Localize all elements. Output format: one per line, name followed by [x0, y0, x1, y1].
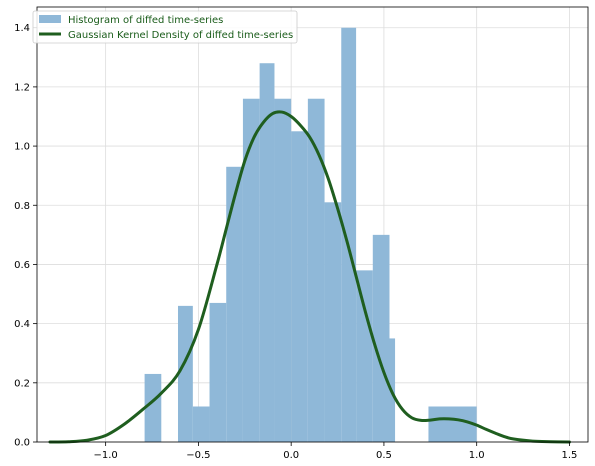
- histogram-bar: [144, 373, 162, 442]
- legend-frame: [32, 10, 298, 44]
- histogram-bar: [177, 305, 193, 442]
- y-tick-label: 0.6: [14, 260, 30, 271]
- y-tick-label: 0.0: [14, 438, 30, 449]
- legend-histogram-swatch: [39, 15, 61, 23]
- x-tick-label: 1.0: [469, 450, 485, 461]
- histogram-bars: [144, 27, 477, 443]
- histogram-bar: [307, 98, 325, 443]
- density-curve-layer: [48, 110, 571, 444]
- x-tick-label: −1.0: [93, 450, 117, 461]
- histogram-bar: [356, 270, 373, 442]
- histogram-bar: [428, 406, 477, 442]
- histogram-bar: [291, 131, 308, 443]
- histogram-bar: [242, 98, 260, 443]
- histogram-bar: [324, 202, 342, 442]
- density-curve: [48, 110, 571, 444]
- histogram-bar: [209, 302, 227, 442]
- legend-histogram-label: Histogram of diffed time-series: [68, 15, 223, 26]
- y-tick-label: 1.0: [14, 142, 30, 153]
- histogram-bar: [274, 98, 292, 443]
- x-tick-label: 1.5: [561, 450, 577, 461]
- legend: Histogram of diffed time-series Gaussian…: [32, 10, 298, 44]
- x-tick-label: 0.0: [283, 450, 299, 461]
- y-axis: 0.0 0.2 0.4 0.6 0.8 1.0 1.2 1.4: [14, 23, 37, 449]
- y-tick-label: 0.8: [14, 201, 30, 212]
- y-tick-label: 1.4: [14, 23, 30, 34]
- y-tick-label: 0.2: [14, 378, 30, 389]
- histogram-bar: [192, 406, 210, 442]
- histogram-bar: [372, 234, 390, 442]
- x-tick-label: 0.5: [376, 450, 392, 461]
- histogram-bar: [226, 166, 243, 443]
- x-tick-label: −0.5: [186, 450, 210, 461]
- x-axis: −1.0 −0.5 0.0 0.5 1.0 1.5: [93, 442, 577, 461]
- histogram-bar: [341, 27, 357, 442]
- legend-density-label: Gaussian Kernel Density of diffed time-s…: [68, 30, 293, 41]
- y-tick-label: 1.2: [14, 82, 30, 93]
- plot-frame: [36, 6, 589, 443]
- y-tick-label: 0.4: [14, 319, 30, 330]
- histogram-bar: [259, 63, 275, 443]
